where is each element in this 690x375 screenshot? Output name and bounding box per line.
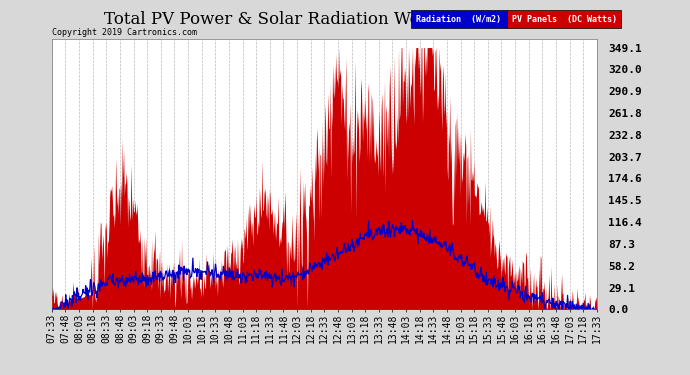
Text: Copyright 2019 Cartronics.com: Copyright 2019 Cartronics.com xyxy=(52,28,197,37)
Text: Total PV Power & Solar Radiation Wed Oct 30 17:35: Total PV Power & Solar Radiation Wed Oct… xyxy=(104,11,544,28)
Text: PV Panels  (DC Watts): PV Panels (DC Watts) xyxy=(511,15,617,24)
Text: Radiation  (W/m2): Radiation (W/m2) xyxy=(416,15,502,24)
